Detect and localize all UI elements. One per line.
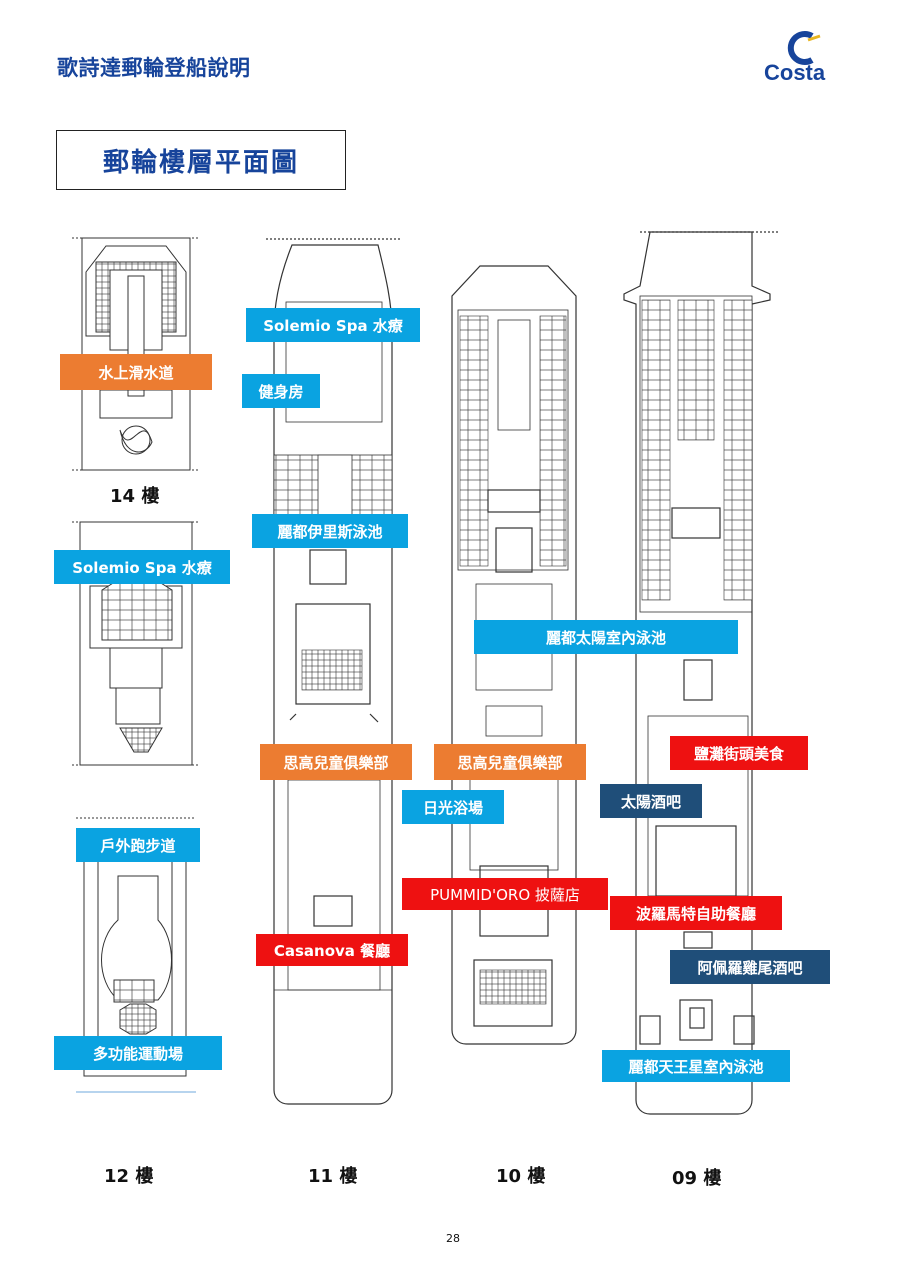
label-street-food: 鹽灘街頭美食	[670, 736, 808, 770]
deck-09-plan	[623, 231, 778, 1115]
label-sports-court: 多功能運動場	[54, 1036, 222, 1070]
label-sun-deck: 日光浴場	[402, 790, 504, 824]
page-number: 28	[446, 1232, 460, 1245]
logo-text: Costa	[764, 60, 826, 85]
label-casanova-restaurant: Casanova 餐廳	[256, 934, 408, 966]
floor-label-10: 10 樓	[496, 1166, 546, 1187]
floor-label-12: 12 樓	[104, 1166, 154, 1187]
label-gym: 健身房	[242, 374, 320, 408]
section-title-box: 郵輪樓層平面圖	[56, 130, 346, 190]
label-indoor-pool-deck-10: 麗都太陽室內泳池	[474, 620, 738, 654]
costa-c-icon	[787, 31, 821, 65]
floor-label-14: 14 樓	[110, 486, 160, 507]
label-spa-deck-12: Solemio Spa 水療	[54, 550, 230, 584]
label-spa-deck-11: Solemio Spa 水療	[246, 308, 420, 342]
costa-logo: Costa	[760, 30, 850, 90]
label-waterslide: 水上滑水道	[60, 354, 212, 390]
label-indoor-pool-deck-09: 麗都天王星室內泳池	[602, 1050, 790, 1082]
label-kids-club-deck-11: 思高兒童俱樂部	[260, 744, 412, 780]
section-title: 郵輪樓層平面圖	[102, 147, 299, 178]
label-cocktail-bar: 阿佩羅雞尾酒吧	[670, 950, 830, 984]
deck-11-plan	[266, 238, 400, 1105]
label-sun-bar: 太陽酒吧	[600, 784, 702, 818]
label-pool-deck-11: 麗都伊里斯泳池	[252, 514, 408, 548]
label-buffet-restaurant: 波羅馬特自助餐廳	[610, 896, 782, 930]
deck-10-plan	[451, 265, 577, 1045]
document-title: 歌詩達郵輪登船說明	[57, 56, 251, 80]
label-jogging-track: 戶外跑步道	[76, 828, 200, 862]
floor-label-11: 11 樓	[308, 1166, 358, 1187]
floor-label-09: 09 樓	[672, 1168, 722, 1189]
label-pizzeria: PUMMID'ORO 披薩店	[402, 878, 608, 910]
label-kids-club-deck-10: 思高兒童俱樂部	[434, 744, 586, 780]
deck-12-plan	[72, 521, 198, 1093]
